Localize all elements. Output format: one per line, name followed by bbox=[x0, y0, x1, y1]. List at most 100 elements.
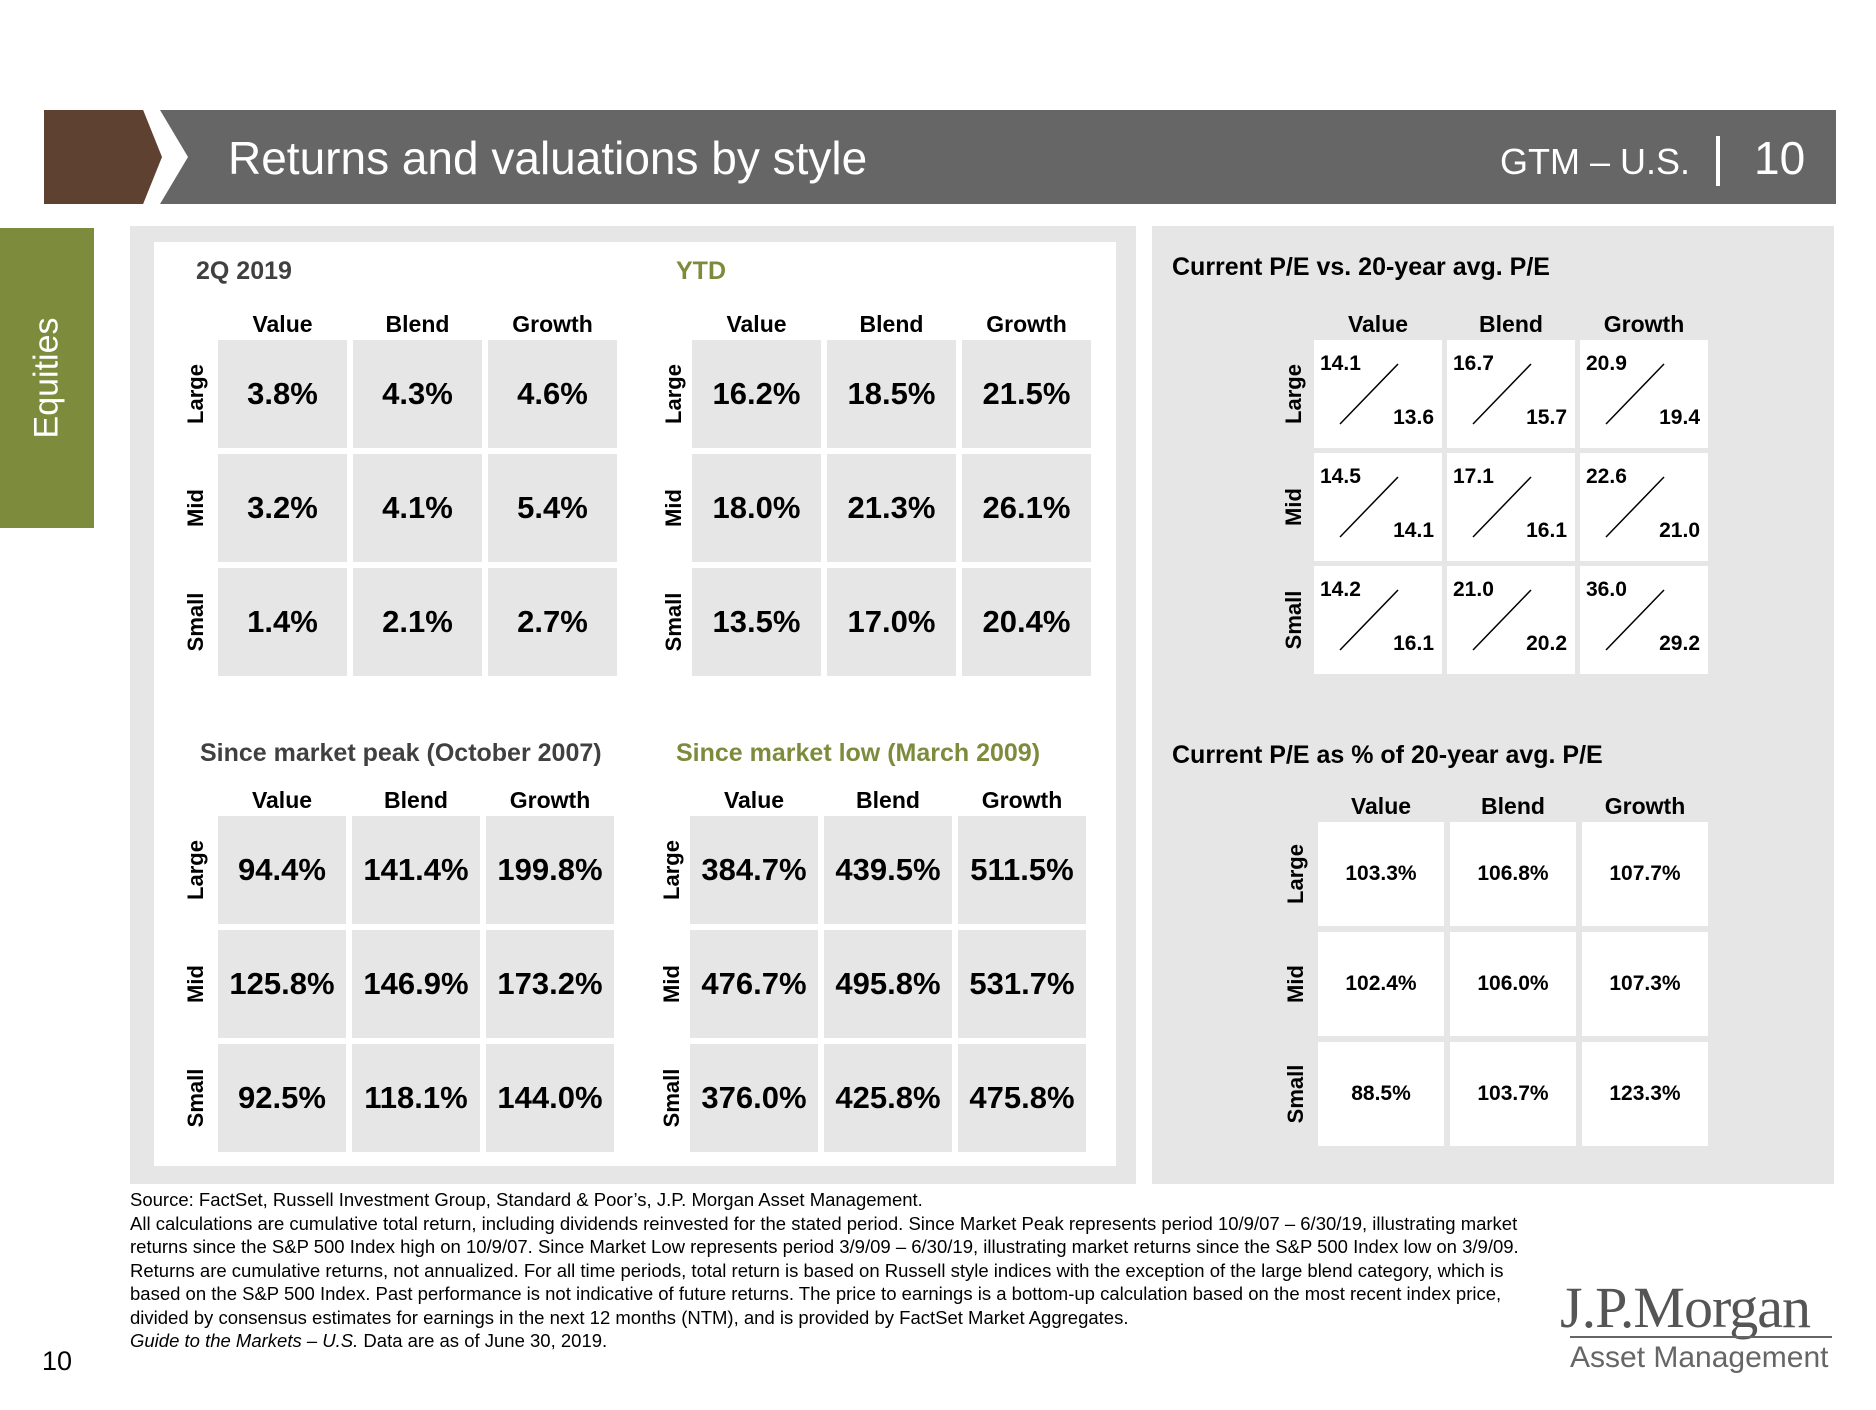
pe-current-value: 14.2 bbox=[1320, 578, 1361, 601]
return-cell: 26.1% bbox=[962, 454, 1091, 562]
pe-average-value: 14.1 bbox=[1393, 519, 1434, 542]
pe-percent-cell: 103.3% bbox=[1318, 822, 1444, 926]
pe-percent-cell: 106.8% bbox=[1450, 822, 1576, 926]
return-cell: 18.5% bbox=[827, 340, 956, 448]
return-cell: 20.4% bbox=[962, 568, 1091, 676]
pe-diagonal bbox=[1339, 589, 1399, 651]
return-cell: 4.1% bbox=[353, 454, 482, 562]
return-cell: 199.8% bbox=[486, 816, 614, 924]
return-cell: 476.7% bbox=[690, 930, 818, 1038]
return-cell: 13.5% bbox=[692, 568, 821, 676]
pe-cell bbox=[1580, 340, 1708, 448]
pe-average-value: 29.2 bbox=[1659, 632, 1700, 655]
column-header: Value bbox=[723, 787, 785, 813]
pe-diagonal bbox=[1605, 589, 1665, 651]
column-header: Blend bbox=[1479, 311, 1543, 337]
return-cell: 3.8% bbox=[218, 340, 347, 448]
pe-cell bbox=[1580, 453, 1708, 561]
page-title: Returns and valuations by style bbox=[228, 132, 868, 184]
column-header: Blend bbox=[384, 787, 448, 813]
pe-average-value: 13.6 bbox=[1393, 406, 1434, 429]
pe-cell bbox=[1447, 453, 1575, 561]
pe-current-value: 20.9 bbox=[1586, 352, 1627, 375]
row-label: Small bbox=[1281, 590, 1306, 650]
return-cell: 425.8% bbox=[824, 1044, 952, 1152]
pe-current-value: 17.1 bbox=[1453, 465, 1494, 488]
footnote-guide-title: Guide to the Markets – U.S. bbox=[130, 1330, 359, 1351]
grid-title: YTD bbox=[676, 257, 726, 285]
pe-percent-cell: 123.3% bbox=[1582, 1042, 1708, 1146]
column-header: Blend bbox=[1481, 793, 1545, 819]
row-label: Mid bbox=[183, 965, 208, 1003]
row-label: Large bbox=[183, 840, 208, 900]
grid-title: Since market peak (October 2007) bbox=[200, 739, 602, 767]
return-cell: 141.4% bbox=[352, 816, 480, 924]
return-cell: 1.4% bbox=[218, 568, 347, 676]
row-label: Mid bbox=[183, 489, 208, 527]
pe-diagonal-line bbox=[1472, 476, 1532, 538]
pe-compare-title: Current P/E vs. 20-year avg. P/E bbox=[1172, 253, 1550, 281]
row-label: Small bbox=[659, 1068, 684, 1128]
return-cell: 2.7% bbox=[488, 568, 617, 676]
pe-diagonal bbox=[1339, 476, 1399, 538]
return-cell: 439.5% bbox=[824, 816, 952, 924]
jpmorgan-logo: J.P.Morgan bbox=[1560, 1275, 1811, 1340]
gtm-label: GTM – U.S. bbox=[1500, 141, 1691, 182]
column-header: Blend bbox=[856, 787, 920, 813]
return-cell: 4.3% bbox=[353, 340, 482, 448]
column-header: Blend bbox=[385, 311, 450, 337]
return-cell: 531.7% bbox=[958, 930, 1086, 1038]
pe-average-value: 16.1 bbox=[1526, 519, 1567, 542]
pe-diagonal bbox=[1339, 363, 1399, 425]
column-header: Growth bbox=[981, 787, 1063, 813]
column-header: Growth bbox=[1604, 793, 1686, 819]
grid-title: 2Q 2019 bbox=[196, 257, 292, 285]
row-label: Small bbox=[183, 592, 208, 652]
column-header: Value bbox=[1347, 311, 1409, 337]
pe-diagonal-line bbox=[1472, 363, 1532, 425]
pe-cell bbox=[1580, 566, 1708, 674]
row-label: Mid bbox=[659, 965, 684, 1003]
pe-diagonal-line bbox=[1605, 363, 1665, 425]
return-cell: 118.1% bbox=[352, 1044, 480, 1152]
pe-current-value: 22.6 bbox=[1586, 465, 1627, 488]
column-header: Value bbox=[726, 311, 787, 337]
column-header: Growth bbox=[1603, 311, 1685, 337]
return-cell: 21.5% bbox=[962, 340, 1091, 448]
pe-average-value: 21.0 bbox=[1659, 519, 1700, 542]
return-cell: 3.2% bbox=[218, 454, 347, 562]
pe-cell bbox=[1314, 566, 1442, 674]
return-cell: 5.4% bbox=[488, 454, 617, 562]
pe-average-value: 15.7 bbox=[1526, 406, 1567, 429]
pe-percent-cell: 88.5% bbox=[1318, 1042, 1444, 1146]
row-label: Large bbox=[659, 840, 684, 900]
pe-percent-cell: 106.0% bbox=[1450, 932, 1576, 1036]
pe-diagonal bbox=[1605, 363, 1665, 425]
return-cell: 94.4% bbox=[218, 816, 346, 924]
return-cell: 146.9% bbox=[352, 930, 480, 1038]
row-label: Mid bbox=[1283, 965, 1308, 1003]
return-cell: 173.2% bbox=[486, 930, 614, 1038]
page-number: 10 bbox=[42, 1346, 73, 1376]
return-cell: 376.0% bbox=[690, 1044, 818, 1152]
grid-title: Since market low (March 2009) bbox=[676, 739, 1041, 767]
footnote: Source: FactSet, Russell Investment Grou… bbox=[130, 1188, 1550, 1353]
pe-average-value: 16.1 bbox=[1393, 632, 1434, 655]
pe-diagonal bbox=[1605, 476, 1665, 538]
pe-cell bbox=[1314, 340, 1442, 448]
row-label: Small bbox=[183, 1068, 208, 1128]
column-header: Growth bbox=[509, 787, 591, 813]
return-cell: 125.8% bbox=[218, 930, 346, 1038]
pe-current-value: 16.7 bbox=[1453, 352, 1494, 375]
pe-percent-cell: 107.7% bbox=[1582, 822, 1708, 926]
return-cell: 495.8% bbox=[824, 930, 952, 1038]
return-cell: 144.0% bbox=[486, 1044, 614, 1152]
footnote-source: Source: FactSet, Russell Investment Grou… bbox=[130, 1189, 923, 1210]
footnote-body: All calculations are cumulative total re… bbox=[130, 1212, 1519, 1328]
return-cell: 2.1% bbox=[353, 568, 482, 676]
row-label: Large bbox=[1281, 364, 1306, 424]
row-label: Small bbox=[1283, 1064, 1308, 1124]
column-header: Value bbox=[1350, 793, 1412, 819]
column-header: Growth bbox=[512, 311, 593, 337]
return-cell: 92.5% bbox=[218, 1044, 346, 1152]
